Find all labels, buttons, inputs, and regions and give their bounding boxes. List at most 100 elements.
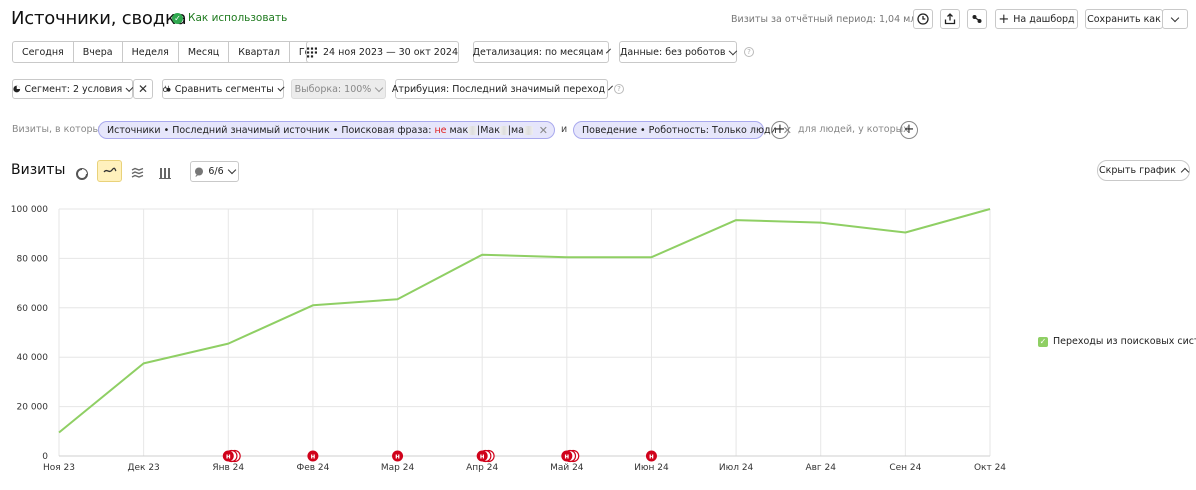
attribution-label: Атрибуция: Последний значимый переход [391, 83, 606, 95]
sample-dropdown[interactable]: Выборка: 100% [291, 79, 386, 99]
chevron-down-icon [729, 46, 738, 55]
redacted-block [468, 125, 477, 135]
calendar-icon [307, 46, 318, 58]
bar-chart-icon [159, 168, 171, 179]
chevron-down-icon [608, 85, 614, 90]
help-icon[interactable]: ? [744, 47, 754, 57]
compare-segments-dropdown[interactable]: Сравнить сегменты [162, 79, 285, 99]
period-summary: Визиты за отчётный период: 1,04 млн [731, 14, 923, 25]
filter-chip-robots-text: Поведение • Роботность: Только люди [582, 124, 777, 136]
history-button[interactable] [913, 9, 933, 29]
data-label: Данные: без роботов [620, 46, 726, 58]
x-tick-label: Янв 24 [212, 463, 244, 473]
filter-chip-term-3: |ма [507, 124, 524, 136]
x-tick-label: Авг 24 [805, 463, 836, 473]
filter-and-word: и [561, 124, 568, 135]
remove-filter-icon[interactable]: ✕ [538, 123, 548, 137]
chevron-down-icon [375, 83, 384, 92]
event-marker-label: н [480, 453, 485, 461]
redacted-block [499, 125, 508, 135]
event-marker-ring [567, 449, 580, 463]
people-filter-label: для людей, у которых [798, 124, 909, 135]
save-as-label: Сохранить как [1087, 13, 1161, 25]
page-title: Источники, сводка [11, 8, 187, 29]
filter-chip-term: мак [449, 124, 469, 136]
share-icon [972, 15, 982, 23]
event-marker-label: н [226, 453, 231, 461]
detail-dropdown[interactable]: Детализация: по месяцам [473, 41, 612, 63]
add-to-dashboard-label: На дашборд [1013, 13, 1075, 25]
add-people-condition-button[interactable]: + [900, 121, 918, 139]
add-to-dashboard-button[interactable]: + На дашборд [995, 9, 1078, 29]
upload-icon [944, 13, 956, 25]
export-button[interactable] [940, 9, 960, 29]
event-marker-label: н [395, 453, 400, 461]
event-marker-ring [563, 449, 577, 463]
event-marker: н [222, 449, 241, 463]
help-icon[interactable]: ? [614, 84, 624, 94]
period-month[interactable]: Месяц [179, 42, 230, 62]
chevron-down-icon [227, 165, 236, 175]
metrics-count: 6/6 [208, 166, 224, 177]
x-tick-label: Окт 24 [974, 463, 1006, 473]
y-tick-label: 80 000 [17, 254, 49, 264]
line-chart-icon [102, 167, 117, 173]
y-tick-label: 20 000 [17, 403, 49, 413]
period-yesterday[interactable]: Вчера [74, 42, 123, 62]
redacted-block [524, 125, 533, 135]
y-tick-label: 40 000 [17, 353, 49, 363]
area-chart-toggle[interactable] [131, 164, 144, 183]
sample-label: Выборка: 100% [294, 83, 372, 95]
legend-series-label: Переходы из поисковых систем [1053, 336, 1196, 347]
chart-legend[interactable]: ✓ Переходы из поисковых систем [1038, 336, 1196, 347]
x-tick-label: Май 24 [550, 463, 584, 473]
attribution-dropdown[interactable]: Атрибуция: Последний значимый переход [391, 79, 614, 99]
event-marker-dot [307, 450, 319, 462]
y-tick-label: 60 000 [17, 304, 49, 314]
comment-icon [195, 167, 204, 177]
filter-prefix: Визиты, в которых [12, 124, 106, 135]
filter-chip-sources[interactable]: Источники • Последний значимый источник … [98, 121, 555, 139]
x-tick-label: Апр 24 [466, 463, 498, 473]
hide-chart-button[interactable]: Скрыть график [1097, 160, 1190, 181]
data-dropdown[interactable]: Данные: без роботов [619, 41, 738, 63]
period-quarter[interactable]: Квартал [229, 42, 290, 62]
how-to-use-link[interactable]: ✓ Как использовать [172, 12, 287, 24]
add-visit-condition-button[interactable]: + [771, 121, 789, 139]
event-marker-ring [225, 449, 238, 463]
filter-chip-robots[interactable]: Поведение • Роботность: Только люди ✕ [573, 121, 792, 139]
bar-chart-toggle[interactable] [159, 164, 171, 183]
event-marker: н [307, 450, 319, 462]
event-marker-ring [482, 449, 495, 463]
filter-chip-term-2: |Мак [477, 124, 500, 136]
close-icon: ✕ [137, 82, 149, 96]
period-week[interactable]: Неделя [123, 42, 179, 62]
filter-chip-negation: не [434, 124, 447, 136]
clear-segment-button[interactable]: ✕ [133, 79, 153, 99]
x-tick-label: Фев 24 [296, 463, 329, 473]
x-tick-label: Мар 24 [381, 463, 415, 473]
period-today[interactable]: Сегодня [13, 42, 74, 62]
series-line [58, 208, 991, 434]
chevron-down-icon [277, 83, 285, 92]
chevron-up-icon [1180, 167, 1190, 177]
line-chart-toggle[interactable] [97, 160, 122, 182]
event-marker-ring [479, 449, 492, 463]
chevron-down-icon [1170, 13, 1180, 22]
area-chart-icon [131, 167, 144, 178]
compare-icon [163, 85, 171, 92]
x-tick-label: Дек 23 [127, 463, 159, 473]
legend-checkbox-icon[interactable]: ✓ [1038, 336, 1048, 347]
check-icon: ✓ [172, 12, 183, 24]
filter-chip-sources-text: Источники • Последний значимый источник … [107, 124, 432, 136]
share-button[interactable] [967, 9, 987, 29]
chart-title: Визиты [11, 162, 66, 178]
event-marker-label: н [564, 453, 569, 461]
save-as-button[interactable]: Сохранить как [1085, 9, 1163, 29]
segment-dropdown[interactable]: Сегмент: 2 условия [12, 79, 134, 99]
metrics-dropdown[interactable]: 6/6 [190, 161, 239, 182]
save-as-dropdown-button[interactable] [1162, 9, 1188, 29]
event-marker: н [561, 449, 580, 463]
date-range-picker[interactable]: 24 ноя 2023 — 30 окт 2024 [306, 41, 459, 63]
pie-chart-toggle[interactable] [76, 165, 88, 184]
